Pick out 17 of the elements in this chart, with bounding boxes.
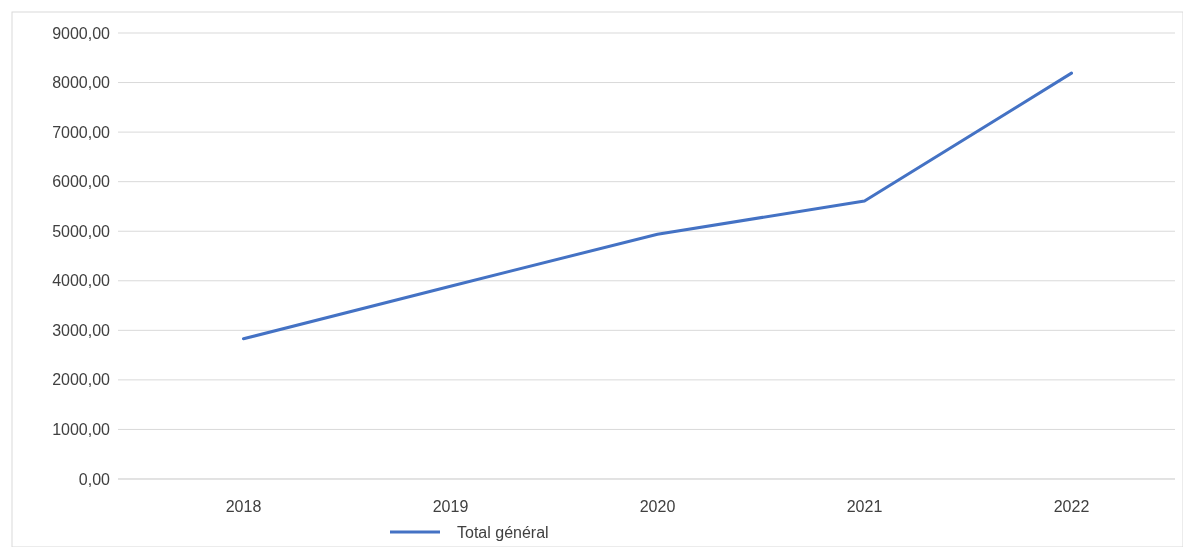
legend-label: Total général — [457, 523, 549, 541]
line-series — [242, 71, 1073, 341]
y-tick-label: 1000,00 — [52, 421, 111, 439]
y-tick-label: 0,00 — [78, 470, 111, 488]
y-tick-label: 3000,00 — [52, 321, 111, 339]
x-tick-label: 2021 — [846, 498, 883, 515]
y-tick-label: 7000,00 — [52, 123, 111, 141]
y-tick-label: 5000,00 — [52, 222, 111, 240]
x-tick-label: 2020 — [639, 498, 676, 515]
x-tick-label: 2019 — [432, 498, 469, 515]
y-tick-label: 2000,00 — [52, 371, 111, 389]
y-tick-label: 9000,00 — [52, 24, 111, 42]
y-tick-label: 8000,00 — [52, 74, 111, 92]
x-tick-label: 2018 — [225, 498, 262, 515]
y-tick-label: 6000,00 — [52, 173, 111, 191]
y-tick-label: 4000,00 — [52, 272, 111, 290]
x-tick-label: 2022 — [1053, 498, 1090, 515]
